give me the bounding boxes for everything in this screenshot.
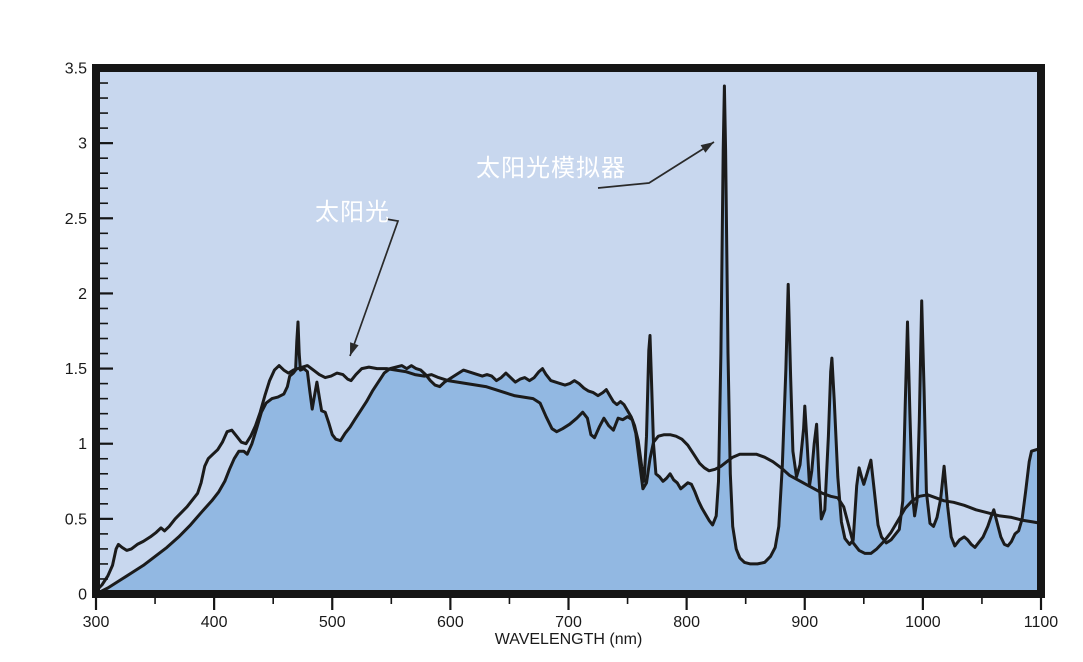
x-tick-label-600: 600 [437,614,464,631]
x-tick-label-1000: 1000 [905,614,941,631]
y-tick-label-1: 1 [78,436,87,453]
y-tick-label-3: 3 [78,136,87,153]
arrowhead-icon [700,142,714,153]
y-tick-label-0.5: 0.5 [65,511,87,528]
annotation-arrow-0 [349,218,400,357]
sunlight-spectrum-line [94,364,1043,593]
x-tick-label-500: 500 [319,614,346,631]
x-tick-label-900: 900 [791,614,818,631]
y-tick-label-2.5: 2.5 [65,211,87,228]
y-tick-label-3.5: 3.5 [65,61,87,78]
sunlight-label: 太阳光 [315,199,390,226]
solar-simulator-label: 太阳光模拟器 [476,155,626,182]
x-tick-label-700: 700 [555,614,582,631]
x-tick-label-300: 300 [83,614,110,631]
x-axis-title: WAVELENGTH (nm) [494,631,643,648]
plot-border [92,64,1045,598]
y-tick-label-2: 2 [78,286,87,303]
x-tick-label-800: 800 [673,614,700,631]
y-tick-label-0: 0 [78,587,87,604]
x-tick-label-400: 400 [201,614,228,631]
y-tick-label-1.5: 1.5 [65,361,87,378]
annotation-arrow-1 [597,141,715,189]
simulator-spectrum-area [94,84,1043,596]
arrowhead-icon [350,342,359,356]
x-tick-label-1100: 1100 [1024,614,1059,631]
